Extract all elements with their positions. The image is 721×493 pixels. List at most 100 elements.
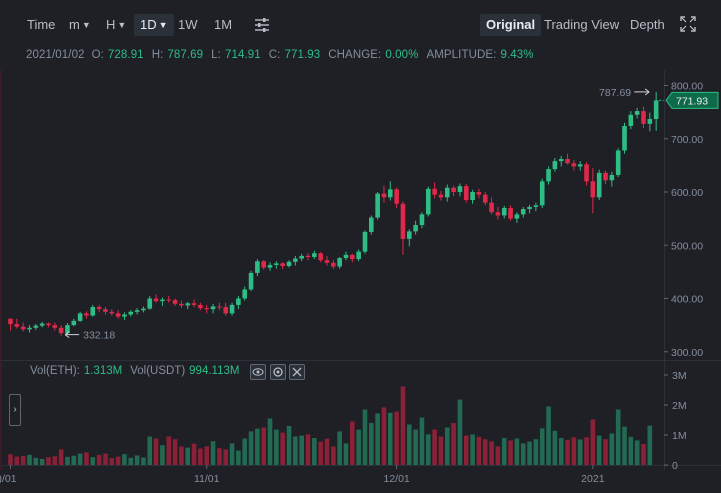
candle-body [356,251,361,260]
candle-body [603,172,608,181]
candle-body [293,258,298,262]
volume-bar [58,449,64,465]
tab-trading-view[interactable]: Trading View [544,17,620,32]
volume-bar [248,431,254,465]
volume-bar [413,429,418,465]
candle-body [609,174,615,181]
day-interval-dropdown[interactable]: 1D ▼ [134,14,174,36]
candle-body [362,231,368,252]
candles [8,91,659,336]
candle-body [236,298,241,305]
high-annotation-label: 787.69 [599,87,631,99]
volume-bar [299,435,304,465]
volume-bar [495,446,501,465]
volume-bar [577,439,583,465]
candle-body [103,309,108,312]
day-interval-label: 1D [140,17,157,32]
caret-down-icon: ▼ [117,20,127,30]
collapse-panel-tab[interactable]: › [9,394,21,426]
candle-body [33,325,39,328]
eye-icon[interactable] [250,364,266,380]
candle-body [286,261,292,267]
candle-body [539,181,545,206]
candle-body [527,206,532,210]
candle-body [337,258,342,267]
candle-body [381,193,387,198]
candle-body [514,214,520,219]
volume-bar [267,418,273,465]
high-value: 787.69 [167,49,204,61]
caret-down-icon: ▼ [158,20,168,30]
chevron-right-icon: › [13,404,17,415]
candle-body [476,192,482,195]
volume-bar [229,443,235,465]
time-tick-label: 2021 [581,473,605,485]
change-label: CHANGE: [328,49,382,61]
price-tick-label: 400.00 [671,294,703,306]
candle-body [27,327,32,330]
volume-bar [305,434,311,465]
ohlc-info: 2021/01/02 O: 728.91 H: 787.69 L: 714.91 C: 771.… [26,49,542,61]
candle-body [558,158,564,162]
last-price-label: 771.93 [676,95,708,107]
candle-body [274,263,279,265]
time-tick-label: 11/01 [194,473,220,485]
candle-body [508,207,513,219]
candle-body [229,304,235,314]
volume-bar [546,406,551,465]
price-tick-label: 700.00 [671,134,703,146]
candle-body [185,303,191,306]
candle-body [501,207,507,216]
volume-bar [84,452,89,465]
low-annotation-label: 332.18 [83,330,115,342]
hour-interval-label: H [106,17,116,32]
vol-eth-value: 1.313M [83,365,123,377]
candle-body [14,324,20,327]
high-label: H: [151,49,164,61]
minute-interval-label: m [69,17,80,32]
volume-bar [634,440,640,465]
tab-1m[interactable]: 1M [214,17,233,32]
volume-bar [482,439,488,465]
candle-body [65,325,70,334]
time-button[interactable]: Time [27,17,56,32]
hour-interval-dropdown[interactable]: H ▼ [106,14,126,36]
volume-bar [584,437,589,465]
tab-1w[interactable]: 1W [178,17,198,32]
volume-bar [369,423,374,465]
tab-original[interactable]: Original [480,14,542,36]
volume-bar [134,455,140,465]
volume-bar [274,429,279,465]
volume-bar [647,425,653,465]
candle-body [96,307,102,310]
minute-interval-dropdown[interactable]: m ▼ [69,14,91,36]
volume-bar [476,436,482,465]
volume-bar [463,435,469,465]
vol-usdt-value: 994.113M [189,365,240,377]
candle-body [375,193,380,218]
low-value: 714.91 [224,49,261,61]
settings-icon[interactable] [270,364,286,380]
volume-bar [39,459,45,465]
candle-body [179,303,184,306]
candle-body [533,205,539,207]
volume-bar [109,458,115,465]
volume-bar [520,443,526,465]
candle-body [324,260,330,263]
candle-body [596,172,602,198]
candle-body [223,307,229,314]
candle-body [565,158,570,164]
volume-bar [501,438,507,465]
volume-bar [470,434,475,465]
close-icon[interactable] [289,364,305,380]
candle-body [141,308,146,311]
volume-bar [96,454,102,465]
volume-bar [33,457,39,465]
volume-tick-label: 2M [672,400,687,412]
sliders-icon[interactable] [253,16,271,34]
tab-depth[interactable]: Depth [630,17,665,32]
volume-bar [432,429,437,465]
expand-icon[interactable] [680,16,696,32]
volume-bar [185,447,191,465]
